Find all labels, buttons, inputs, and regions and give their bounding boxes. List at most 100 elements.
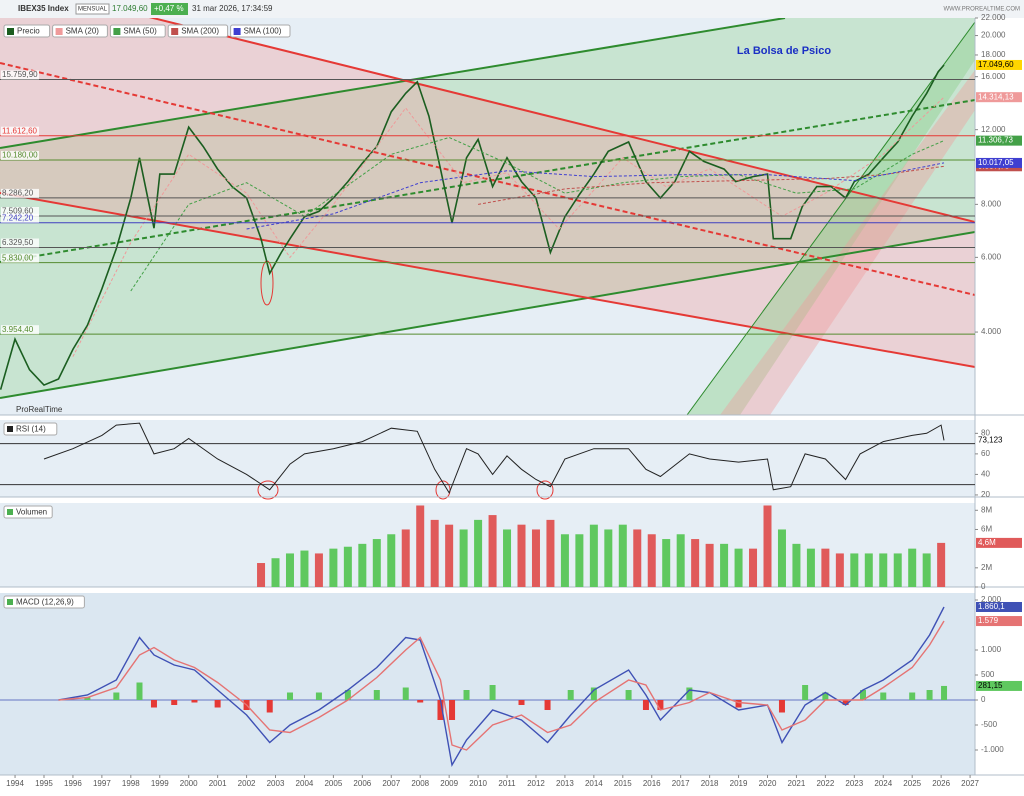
value-label-bg (976, 601, 1022, 612)
panel-title: MACD (12,26,9) (16, 598, 74, 607)
macd-histogram-bar (113, 692, 120, 700)
y-tick-label: 2.000 (981, 595, 1002, 604)
volume-bar (720, 543, 729, 587)
y-tick-label: 20 (981, 490, 990, 499)
trend-line (148, 18, 975, 223)
sma-line (72, 96, 945, 357)
change: +0,47 % (154, 4, 184, 13)
value-label: 1.860,1 (978, 602, 1005, 611)
level-label-bg (1, 150, 39, 160)
drawings (0, 18, 975, 415)
y-tick-label: 22.000 (981, 13, 1006, 22)
panel-title-box (3, 422, 58, 436)
volume-bar (372, 539, 381, 587)
legend-swatch (7, 28, 14, 35)
level-label: 10.180,00 (2, 151, 38, 160)
y-tick-label: 16.000 (981, 72, 1006, 81)
volume-bar (908, 548, 917, 587)
volume-bar (517, 524, 526, 587)
value-label-bg (976, 59, 1022, 70)
rsi-line (43, 422, 945, 495)
volume-bar (589, 524, 598, 587)
x-tick-label: 1996 (64, 779, 82, 788)
volume-bar (734, 548, 743, 587)
value-label: 4,6M (978, 538, 996, 547)
volume-bar (850, 553, 859, 587)
trend-line (686, 21, 975, 415)
volume-bar (763, 505, 772, 587)
level-label: 7.242,20 (2, 213, 34, 222)
x-tick-label: 2014 (585, 779, 603, 788)
x-tick-label: 1999 (151, 779, 169, 788)
y-tick-label: 12.000 (981, 125, 1006, 134)
volume-bar (474, 519, 483, 587)
legend-label: SMA (20) (66, 27, 100, 36)
volume-bar (893, 553, 902, 587)
level-label-bg (1, 207, 39, 217)
highlight-ellipse (536, 480, 554, 500)
x-tick-label: 2013 (556, 779, 574, 788)
volume-bar (430, 519, 439, 587)
macd-histogram-bar (463, 690, 470, 700)
x-tick-label: 2006 (353, 779, 371, 788)
x-tick-label: 2004 (296, 779, 314, 788)
y-tick-label: 80 (981, 428, 990, 437)
instrument: IBEX35 Index (18, 4, 69, 13)
highlight-ellipse (257, 480, 279, 500)
volume-bar (546, 519, 555, 587)
rsi-panel-bg (0, 420, 975, 497)
panel-title-swatch (7, 599, 13, 605)
macd-histogram-bar (417, 700, 424, 703)
volume-bar (329, 548, 338, 587)
value-label: 1.579 (978, 616, 999, 625)
x-tick-label: 2022 (816, 779, 834, 788)
legend-swatch (55, 28, 63, 35)
period: MENSUAL (78, 7, 108, 13)
panel-title: RSI (14) (16, 425, 46, 434)
x-tick-label: 2025 (903, 779, 921, 788)
level-label: 8.286,20 (2, 188, 34, 197)
macd-histogram-bar (544, 700, 551, 710)
x-tick-label: 2001 (209, 779, 227, 788)
value-label-bg (976, 616, 1022, 627)
legend-label: SMA (200) (181, 27, 219, 36)
panel-title-box (3, 505, 53, 519)
level-label-bg (1, 188, 39, 198)
value-label-bg (976, 157, 1022, 168)
macd-histogram-bar (941, 685, 948, 700)
trend-line (0, 231, 975, 399)
y-tick-label: 8M (981, 505, 992, 514)
x-tick-label: 2003 (267, 779, 285, 788)
macd-histogram-bar (171, 700, 178, 705)
value-label-bg (976, 537, 1022, 548)
volume-bar (343, 546, 352, 587)
macd-histogram-bar (842, 700, 849, 705)
volume-bar (575, 534, 584, 587)
volume-bar (618, 524, 627, 587)
level-label: 5.830,00 (2, 253, 34, 262)
y-tick-label: 8.000 (981, 199, 1002, 208)
volume-bar (792, 543, 801, 587)
x-tick-label: 1997 (93, 779, 111, 788)
x-tick-label: 2026 (932, 779, 950, 788)
x-tick-label: 2000 (180, 779, 198, 788)
y-tick-label: 1.000 (981, 645, 1002, 654)
macd-histogram-bar (590, 687, 597, 700)
macd-histogram-bar (489, 685, 496, 700)
level-label-bg (1, 325, 39, 335)
macd-histogram-bar (315, 692, 322, 700)
legend-item (230, 24, 291, 38)
x-tick-label: 2012 (527, 779, 545, 788)
macd-histogram-bar (860, 690, 867, 700)
legend-swatch (171, 28, 179, 35)
period-box (75, 3, 110, 15)
x-tick-label: 1998 (122, 779, 140, 788)
value-label-bg (976, 135, 1022, 146)
y-tick-label: 4.000 (981, 327, 1002, 336)
volume-bar (879, 553, 888, 587)
level-label: 15.759,90 (2, 70, 38, 79)
legend-item (52, 24, 108, 38)
y-tick-label: -1.000 (981, 745, 1004, 754)
x-tick-label: 2023 (845, 779, 863, 788)
